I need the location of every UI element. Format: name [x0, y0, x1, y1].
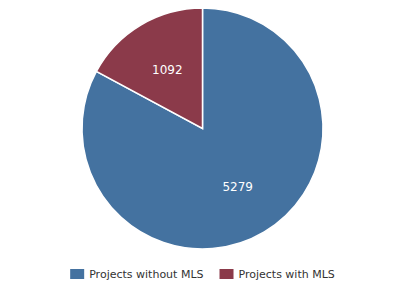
pie-slice — [82, 8, 323, 249]
pie-slice — [96, 8, 202, 129]
legend-item: Projects with MLS — [220, 268, 335, 281]
legend-label: Projects without MLS — [89, 268, 203, 281]
legend-swatch — [70, 269, 84, 279]
legend: Projects without MLS Projects with MLS — [70, 268, 335, 281]
data-label: 5279 — [222, 180, 253, 194]
chart: 52791092Projects without MLSProjects wit… — [0, 0, 405, 291]
legend-label: Projects with MLS — [239, 268, 335, 281]
data-labels: 5279 1092 — [152, 63, 253, 195]
pie — [82, 8, 323, 249]
legend-item: Projects without MLS — [70, 268, 203, 281]
legend-swatch — [220, 269, 234, 279]
data-label: 1092 — [152, 63, 183, 77]
